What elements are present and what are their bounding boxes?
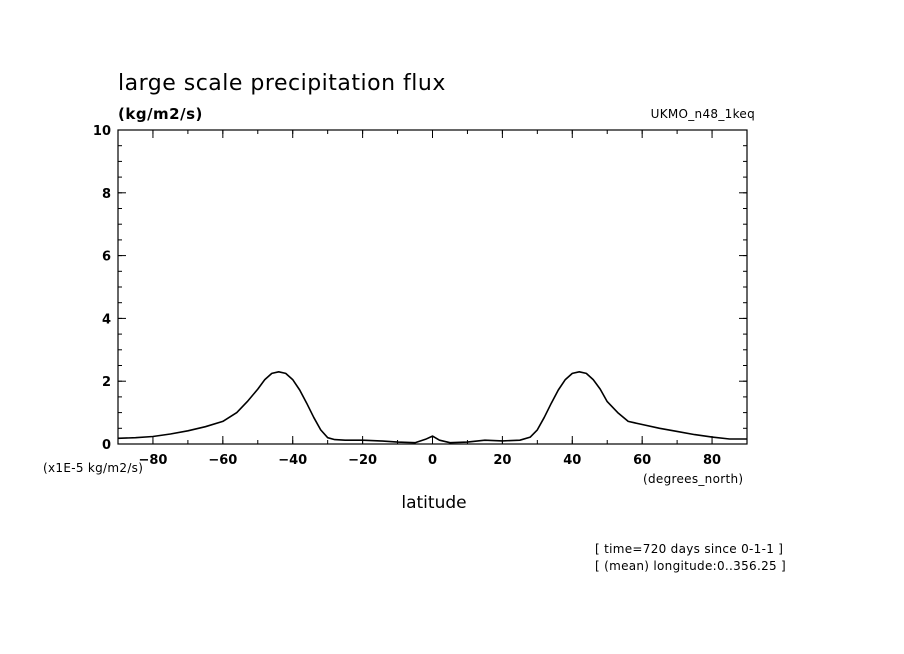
y-scale-label: (x1E-5 kg/m2/s) xyxy=(43,461,143,475)
y-tick-label: 0 xyxy=(102,438,111,453)
plot-frame xyxy=(117,129,748,445)
x-tick-labels: −80 −60 −40 −20 0 20 40 60 80 xyxy=(138,453,721,468)
x-tick-label: −20 xyxy=(348,453,377,468)
x-tick-label: 20 xyxy=(493,453,511,468)
x-axis-units: (degrees_north) xyxy=(643,472,743,486)
series-line xyxy=(117,371,747,444)
y-tick-label: 10 xyxy=(93,124,111,139)
x-axis-label: latitude xyxy=(401,493,466,513)
x-tick-label: 80 xyxy=(703,453,721,468)
y-tick-label: 6 xyxy=(102,250,111,265)
x-tick-label: 0 xyxy=(428,453,437,468)
y-tick-label: 2 xyxy=(102,375,111,390)
x-tick-label: −60 xyxy=(208,453,237,468)
y-tick-label: 4 xyxy=(102,312,111,327)
x-tick-label: 60 xyxy=(633,453,651,468)
x-tick-label: 40 xyxy=(563,453,581,468)
y-axis-units: (kg/m2/s) xyxy=(118,105,203,123)
dataset-label: UKMO_n48_1keq xyxy=(651,107,755,121)
x-tick-label: −80 xyxy=(138,453,167,468)
x-tick-label: −40 xyxy=(278,453,307,468)
chart-title: large scale precipitation flux xyxy=(118,71,446,96)
y-tick-label: 8 xyxy=(102,187,111,202)
y-tick-labels: 0 2 4 6 8 10 xyxy=(93,124,111,453)
annotation-longitude: [ (mean) longitude:0..356.25 ] xyxy=(595,559,786,573)
annotation-time: [ time=720 days since 0-1-1 ] xyxy=(595,542,783,556)
axis-ticks xyxy=(117,129,748,445)
